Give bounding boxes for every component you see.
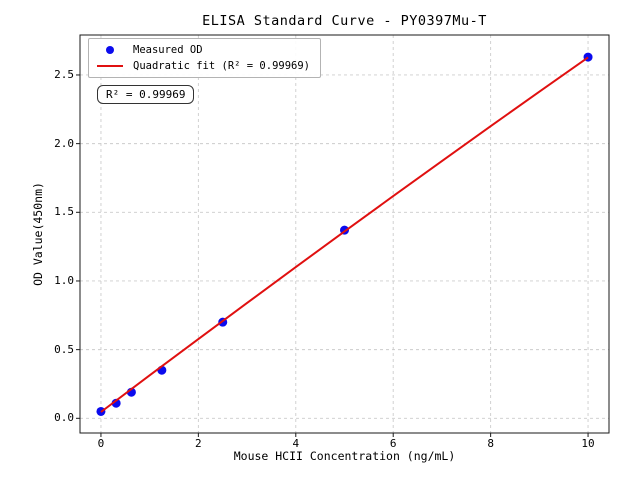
x-tick-label: 6 — [389, 437, 397, 450]
r-squared-annotation: R² = 0.99969 — [97, 85, 195, 104]
x-tick-label: 0 — [97, 437, 105, 450]
y-tick-label: 1.5 — [54, 205, 74, 219]
x-tick-label: 8 — [487, 437, 494, 450]
x-tick-label: 4 — [292, 437, 300, 450]
x-axis-label: Mouse HCII Concentration (ng/mL) — [233, 449, 456, 463]
legend-item-measured-od: Measured OD — [95, 44, 310, 56]
y-tick-label: 0.5 — [54, 342, 74, 356]
red-line-marker-icon — [97, 65, 123, 67]
y-tick-label: 2.5 — [54, 67, 74, 81]
y-tick-label: 2.0 — [54, 136, 74, 150]
legend-label-quadratic-fit: Quadratic fit (R² = 0.99969) — [133, 60, 311, 72]
chart-title: ELISA Standard Curve - PY0397Mu-T — [202, 13, 487, 29]
x-tick-label: 10 — [581, 437, 595, 450]
x-tick-label: 2 — [195, 437, 202, 450]
legend: Measured OD Quadratic fit (R² = 0.99969) — [88, 38, 322, 78]
legend-label-measured-od: Measured OD — [133, 44, 203, 56]
legend-item-quadratic-fit: Quadratic fit (R² = 0.99969) — [95, 60, 310, 72]
y-tick-label: 0.0 — [54, 411, 74, 425]
y-tick-label: 1.0 — [54, 273, 74, 287]
blue-dot-marker-icon — [106, 46, 114, 54]
